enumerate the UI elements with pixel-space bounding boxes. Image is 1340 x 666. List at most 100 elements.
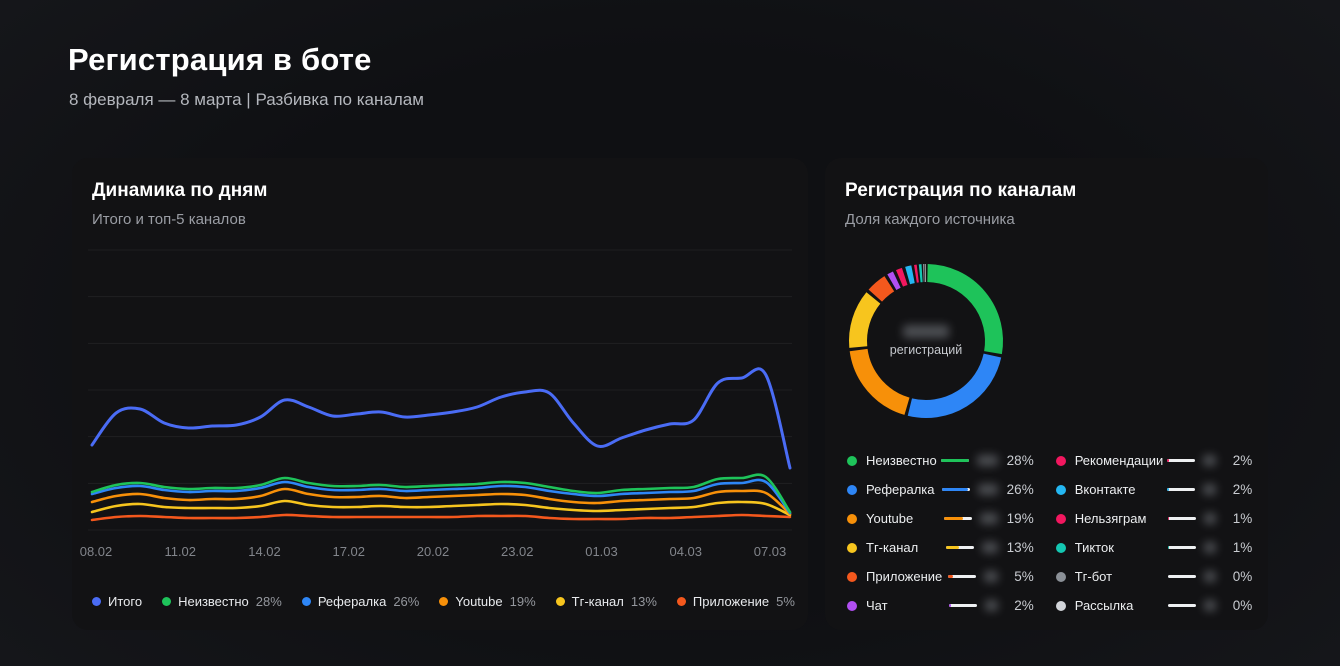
legend-dot-icon — [1055, 484, 1066, 495]
legend-progress-bar — [947, 575, 976, 578]
legend-percent: 28% — [255, 594, 282, 609]
line-chart-title: Динамика по дням — [92, 180, 268, 201]
legend-progress-fill — [947, 575, 953, 578]
legend-dot-icon — [676, 597, 686, 606]
legend-percent: 1% — [1232, 540, 1253, 555]
donut-ring[interactable] — [841, 256, 1011, 426]
legend-progress-bar — [1167, 488, 1196, 491]
legend-dot-icon — [847, 571, 857, 582]
legend-dot-icon — [847, 455, 857, 466]
legend-label: Youtube — [455, 594, 503, 609]
donut-legend-item[interactable]: Рефералка 26% — [847, 475, 1034, 504]
donut-chart[interactable]: регистраций — [841, 256, 1011, 426]
legend-percent: 0% — [1232, 598, 1253, 613]
page-title: Регистрация в боте — [68, 42, 372, 77]
donut-legend-item[interactable]: Тг-бот 0% — [1055, 562, 1252, 591]
legend-percent: 2% — [1232, 482, 1253, 497]
donut-chart-subtitle: Доля каждого источника — [845, 211, 1015, 228]
legend-dot-icon — [1055, 542, 1066, 553]
legend-percent: 19% — [509, 594, 536, 609]
line-chart-legend: Итого Неизвестно 28% Рефералка 26% Youtube 19%… — [92, 594, 795, 609]
legend-label: Рефералка — [317, 594, 387, 609]
x-axis-tick: 04.03 — [669, 544, 702, 559]
donut-legend-item[interactable]: Youtube 19% — [847, 504, 1034, 533]
line-legend-item[interactable]: Рефералка 26% — [301, 594, 420, 609]
legend-count-redacted — [1203, 455, 1217, 466]
donut-legend-item[interactable]: Чат 2% — [847, 591, 1034, 620]
series-line-5[interactable] — [90, 513, 792, 522]
donut-slice-5[interactable] — [887, 271, 901, 291]
legend-progress-fill — [1167, 488, 1170, 491]
legend-percent: 26% — [393, 594, 420, 609]
x-axis-tick: 01.03 — [585, 544, 618, 559]
line-chart-subtitle: Итого и топ-5 каналов — [92, 211, 246, 228]
legend-percent: 5% — [1014, 569, 1034, 584]
donut-center-label: регистраций — [889, 343, 963, 357]
legend-progress-bar — [1168, 575, 1197, 578]
legend-progress-fill — [943, 517, 963, 520]
legend-label: Чат — [866, 598, 888, 613]
donut-legend-item[interactable]: Рекомендации 2% — [1055, 446, 1252, 475]
legend-progress-bar — [1168, 546, 1197, 549]
line-legend-item[interactable]: Приложение 5% — [676, 594, 795, 609]
legend-progress-bar — [945, 546, 974, 549]
x-axis-tick: 23.02 — [501, 544, 534, 559]
series-line-3[interactable] — [90, 487, 792, 516]
series-line-0[interactable] — [90, 367, 792, 470]
legend-dot-icon — [1055, 455, 1066, 466]
legend-label: Рефералка — [866, 482, 935, 497]
donut-legend-item[interactable]: Приложение 5% — [847, 562, 1034, 591]
channels-card: Регистрация по каналам Доля каждого исто… — [825, 158, 1268, 630]
legend-label: Youtube — [866, 511, 914, 526]
legend-percent: 13% — [630, 594, 657, 609]
donut-legend-item[interactable]: Тикток 1% — [1055, 533, 1253, 562]
donut-slice-4[interactable] — [868, 276, 895, 302]
legend-dot-icon — [92, 597, 101, 606]
legend-count-redacted — [976, 455, 998, 466]
donut-slice-1[interactable] — [907, 353, 1002, 418]
legend-label: Неизвестно — [178, 594, 249, 609]
legend-label: Тг-бот — [1074, 569, 1113, 584]
series-line-2[interactable] — [90, 478, 792, 515]
donut-legend-item[interactable]: Неизвестно 28% — [847, 446, 1034, 475]
legend-progress-fill — [1168, 546, 1170, 549]
legend-label: Неизвестно — [866, 453, 937, 468]
legend-percent: 28% — [1006, 453, 1034, 468]
series-line-1[interactable] — [90, 473, 792, 514]
legend-percent: 26% — [1006, 482, 1034, 497]
legend-count-redacted — [1204, 571, 1217, 582]
line-legend-item[interactable]: Неизвестно 28% — [162, 594, 282, 609]
donut-legend-item[interactable]: Вконтакте 2% — [1055, 475, 1253, 504]
legend-count-redacted — [1204, 513, 1217, 524]
donut-legend-item[interactable]: Рассылка 0% — [1055, 591, 1253, 620]
legend-dot-icon — [847, 600, 857, 611]
x-axis-tick: 11.02 — [164, 544, 196, 559]
series-line-4[interactable] — [90, 499, 792, 517]
legend-dot-icon — [847, 513, 857, 524]
line-chart[interactable]: 08.02 11.02 14.02 17.02 20.02 23.02 01.03 04.03… — [72, 158, 808, 630]
legend-percent: 19% — [1006, 511, 1034, 526]
line-legend-item[interactable]: Тг-канал 13% — [555, 594, 657, 609]
line-legend-item[interactable]: Youtube 19% — [439, 594, 536, 609]
donut-legend-item[interactable]: Тг-канал 13% — [847, 533, 1034, 562]
legend-progress-bar — [1168, 517, 1197, 520]
legend-progress-fill — [940, 459, 969, 462]
donut-slice-2[interactable] — [849, 348, 910, 415]
x-axis-tick: 07.03 — [754, 544, 787, 559]
legend-progress-fill — [1168, 517, 1170, 520]
legend-count-redacted — [1204, 600, 1217, 611]
legend-percent: 13% — [1006, 540, 1034, 555]
donut-legend-item[interactable]: Нельзяграм 1% — [1055, 504, 1252, 533]
donut-center-value-redacted — [903, 325, 949, 338]
donut-slice-0[interactable] — [926, 264, 1003, 355]
donut-slice-3[interactable] — [849, 292, 881, 348]
donut-slice-7[interactable] — [905, 265, 915, 285]
donut-slice-6[interactable] — [895, 267, 908, 287]
legend-label: Рассылка — [1074, 598, 1134, 613]
legend-dot-icon — [162, 597, 172, 606]
legend-count-redacted — [984, 600, 998, 611]
legend-count-redacted — [981, 542, 998, 553]
legend-progress-fill — [941, 488, 968, 491]
line-legend-item[interactable]: Итого — [92, 594, 142, 609]
